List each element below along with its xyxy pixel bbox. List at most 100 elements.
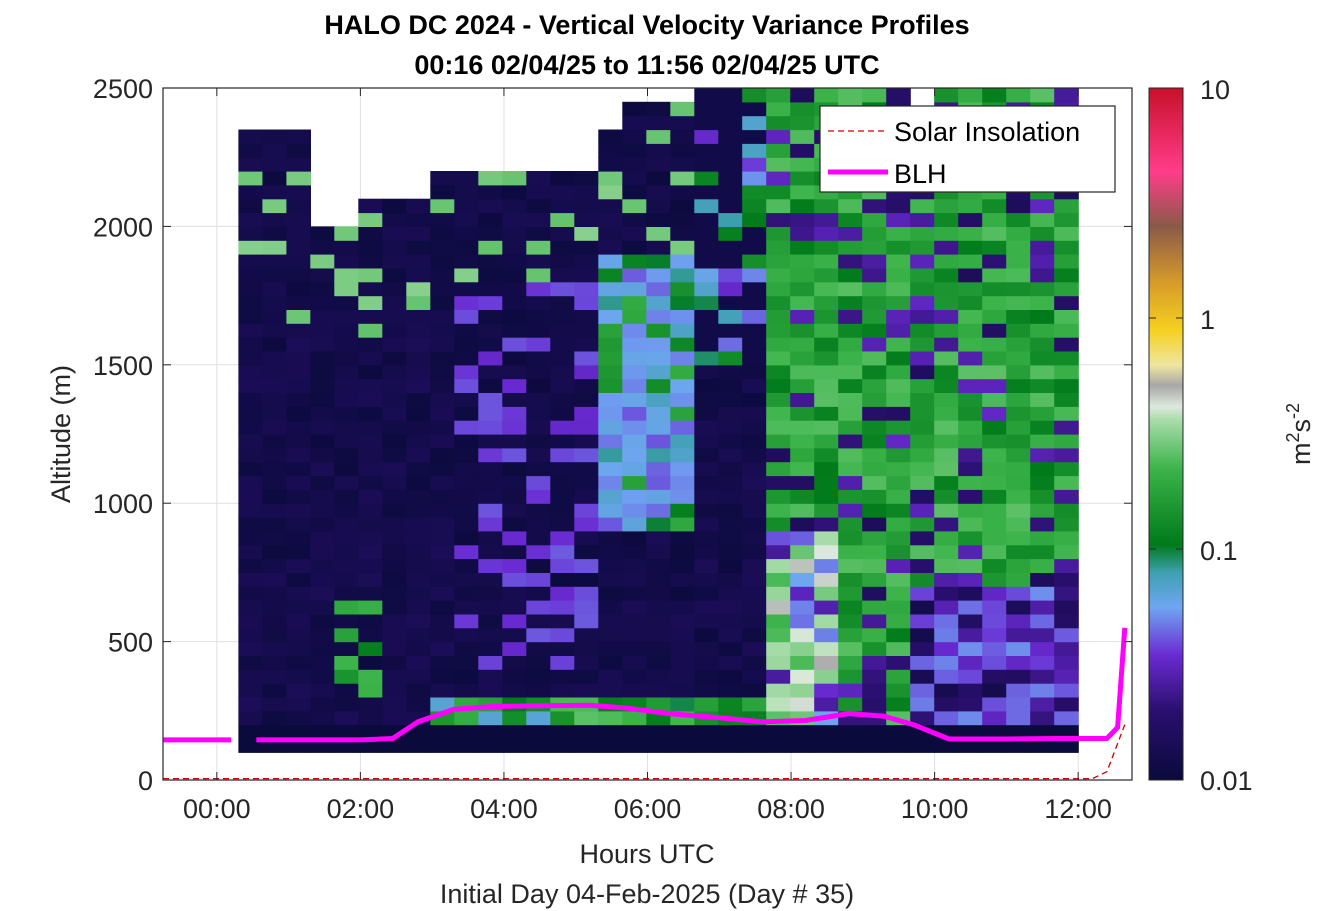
heatmap-cell <box>262 683 287 698</box>
heatmap-cell <box>934 406 959 421</box>
heatmap-cell <box>622 281 647 297</box>
heatmap-cell <box>622 129 647 144</box>
heatmap-cell <box>1054 434 1079 449</box>
heatmap-cell <box>454 655 479 670</box>
heatmap-cell <box>622 420 647 435</box>
heatmap-cell <box>1006 627 1031 643</box>
heatmap-cell <box>238 420 263 435</box>
heatmap-cell <box>406 503 431 518</box>
heatmap-cell <box>670 115 695 131</box>
heatmap-cell <box>1006 461 1031 477</box>
heatmap-cell <box>790 378 815 393</box>
heatmap-cell <box>430 627 455 643</box>
heatmap-cell <box>1030 489 1055 504</box>
heatmap-cell <box>862 254 887 269</box>
heatmap-cell <box>742 281 767 297</box>
heatmap-cell <box>790 254 815 269</box>
heatmap-cell <box>502 683 527 698</box>
y-tick-label: 1000 <box>93 489 153 519</box>
heatmap-cell <box>670 627 695 643</box>
heatmap-cell <box>622 461 647 477</box>
heatmap-cell <box>718 544 743 560</box>
heatmap-cell <box>766 129 791 144</box>
heatmap-cell <box>862 586 887 601</box>
heatmap-cell <box>526 434 551 449</box>
heatmap-cell <box>886 489 911 504</box>
heatmap-cell <box>310 724 335 739</box>
heatmap-cell <box>598 738 623 753</box>
heatmap-cell <box>262 129 287 144</box>
heatmap-cell <box>406 627 431 643</box>
heatmap-cell <box>646 281 671 297</box>
heatmap-cell <box>526 392 551 407</box>
heatmap-cell <box>646 600 671 615</box>
heatmap-cell <box>430 323 455 338</box>
heatmap-cell <box>478 683 503 698</box>
heatmap-cell <box>958 212 983 227</box>
heatmap-cell <box>334 461 359 477</box>
heatmap-cell <box>430 641 455 656</box>
heatmap-cell <box>478 613 503 629</box>
heatmap-cell <box>670 240 695 255</box>
heatmap-cell <box>814 212 839 227</box>
heatmap-cell <box>454 420 479 435</box>
heatmap-cell <box>766 364 791 380</box>
colorbar-label-sup1: 2 <box>1283 433 1303 443</box>
heatmap-cell <box>718 517 743 532</box>
heatmap-cell <box>502 240 527 255</box>
heatmap-cell <box>406 240 431 255</box>
heatmap-cell <box>334 226 359 241</box>
heatmap-cell <box>886 586 911 601</box>
heatmap-cell <box>310 337 335 352</box>
heatmap-cell <box>622 378 647 393</box>
heatmap-cell <box>886 295 911 310</box>
heatmap-cell <box>766 683 791 698</box>
heatmap-cell <box>886 683 911 698</box>
heatmap-cell <box>886 600 911 615</box>
heatmap-cell <box>598 420 623 435</box>
heatmap-cell <box>838 600 863 615</box>
heatmap-cell <box>526 254 551 269</box>
heatmap-cell <box>598 586 623 601</box>
heatmap-cell <box>358 364 383 380</box>
heatmap-cell <box>766 544 791 560</box>
heatmap-cell <box>406 406 431 421</box>
heatmap-cell <box>862 351 887 366</box>
heatmap-cell <box>694 240 719 255</box>
heatmap-cell <box>430 447 455 463</box>
heatmap-cell <box>550 710 575 726</box>
heatmap-cell <box>286 475 311 490</box>
heatmap-cell <box>454 530 479 546</box>
heatmap-cell <box>262 420 287 435</box>
heatmap-cell <box>502 281 527 297</box>
heatmap-cell <box>838 198 863 214</box>
heatmap-cell <box>310 295 335 310</box>
heatmap-cell <box>358 226 383 241</box>
heatmap-cell <box>862 489 887 504</box>
heatmap-cell <box>310 351 335 366</box>
heatmap-cell <box>982 600 1007 615</box>
heatmap-cell <box>886 240 911 255</box>
heatmap-cell <box>670 184 695 200</box>
heatmap-cell <box>670 447 695 463</box>
heatmap-cell <box>358 267 383 283</box>
heatmap-cell <box>358 295 383 310</box>
heatmap-cell <box>454 669 479 684</box>
heatmap-cell <box>310 364 335 380</box>
heatmap-cell <box>790 489 815 504</box>
heatmap-cell <box>910 544 935 560</box>
heatmap-cell <box>262 434 287 449</box>
heatmap-cell <box>478 267 503 283</box>
heatmap-cell <box>286 295 311 310</box>
heatmap-cell <box>862 240 887 255</box>
heatmap-cell <box>310 254 335 269</box>
heatmap-cell <box>334 475 359 490</box>
heatmap-cell <box>838 420 863 435</box>
heatmap-cell <box>694 683 719 698</box>
heatmap-cell <box>694 378 719 393</box>
heatmap-cell <box>406 641 431 656</box>
heatmap-cell <box>574 503 599 518</box>
heatmap-cell <box>310 461 335 477</box>
heatmap-cell <box>742 115 767 131</box>
heatmap-cell <box>622 586 647 601</box>
